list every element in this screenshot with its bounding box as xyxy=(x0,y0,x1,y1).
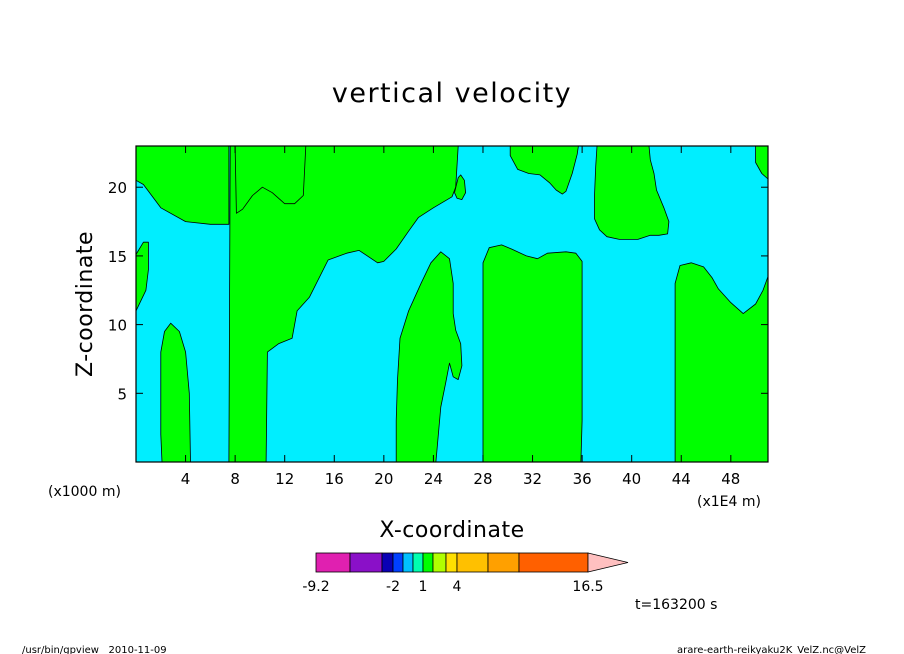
x-unit-left: (x1000 m) xyxy=(48,484,121,500)
colorbar-bin-1 xyxy=(315,552,351,573)
colorbar-label-2: -2 xyxy=(386,579,400,595)
colorbar-bin-10 xyxy=(456,552,489,573)
colorbar-label-4: 4 xyxy=(453,579,462,595)
contour-region-10 xyxy=(594,145,670,240)
x-tick-label-24: 24 xyxy=(424,470,443,488)
colorbar-bin-7 xyxy=(422,552,434,573)
x-tick-label-40: 40 xyxy=(622,470,641,488)
x-unit-right: (x1E4 m) xyxy=(697,494,761,510)
contour-region-8 xyxy=(482,244,583,463)
y-axis-label: Z-coordinate xyxy=(73,231,98,377)
colorbar-labels: -9.2 -2 1 4 16.5 xyxy=(302,579,603,595)
plot-frame xyxy=(135,145,769,463)
colorbar-bin-4 xyxy=(392,552,404,573)
x-tick-label-44: 44 xyxy=(672,470,691,488)
contour-region-7 xyxy=(454,174,467,201)
colorbar-bin-2 xyxy=(349,552,383,573)
x-tick-label-20: 20 xyxy=(374,470,393,488)
y-tick-label-5: 5 xyxy=(117,385,127,403)
footer-left: /usr/bin/gpview 2010-11-09 xyxy=(22,645,167,654)
colorbar xyxy=(315,552,629,573)
colorbar-bin-5 xyxy=(402,552,414,573)
contour-regions xyxy=(135,145,769,463)
x-axis-label: X-coordinate xyxy=(379,518,524,543)
x-ticks: 4 8 12 16 20 24 28 32 36 40 44 48 xyxy=(181,146,740,488)
contour-region-11 xyxy=(674,262,769,463)
contour-region-2 xyxy=(228,145,459,463)
x-tick-label-12: 12 xyxy=(275,470,294,488)
x-tick-label-28: 28 xyxy=(473,470,492,488)
x-tick-label-8: 8 xyxy=(230,470,240,488)
colorbar-extend-arrow xyxy=(587,552,629,573)
footer-right: arare-earth-reikyaku2K_VelZ.nc@VelZ xyxy=(677,645,866,654)
colorbar-bin-9 xyxy=(445,552,458,573)
colorbar-bin-6 xyxy=(412,552,424,573)
y-tick-label-10: 10 xyxy=(108,317,127,335)
y-tick-label-20: 20 xyxy=(108,179,127,197)
colorbar-bin-11 xyxy=(487,552,520,573)
x-tick-label-32: 32 xyxy=(523,470,542,488)
contour-region-1 xyxy=(135,145,230,225)
contour-region-9 xyxy=(509,145,579,195)
contour-region-5 xyxy=(160,322,191,463)
colorbar-bin-3 xyxy=(381,552,394,573)
x-tick-label-16: 16 xyxy=(325,470,344,488)
colorbar-label-1: -9.2 xyxy=(302,579,329,595)
colorbar-label-5: 16.5 xyxy=(572,579,603,595)
colorbar-bin-8 xyxy=(432,552,447,573)
time-label: t=163200 s xyxy=(635,597,717,613)
x-tick-label-36: 36 xyxy=(573,470,592,488)
y-tick-label-15: 15 xyxy=(108,248,127,266)
colorbar-bin-12 xyxy=(518,552,589,573)
x-tick-label-4: 4 xyxy=(181,470,191,488)
x-tick-label-48: 48 xyxy=(721,470,740,488)
y-ticks: 5 10 15 20 xyxy=(108,179,768,403)
chart-title: vertical velocity xyxy=(332,78,572,109)
colorbar-label-3: 1 xyxy=(419,579,428,595)
contour-region-6 xyxy=(395,251,463,463)
